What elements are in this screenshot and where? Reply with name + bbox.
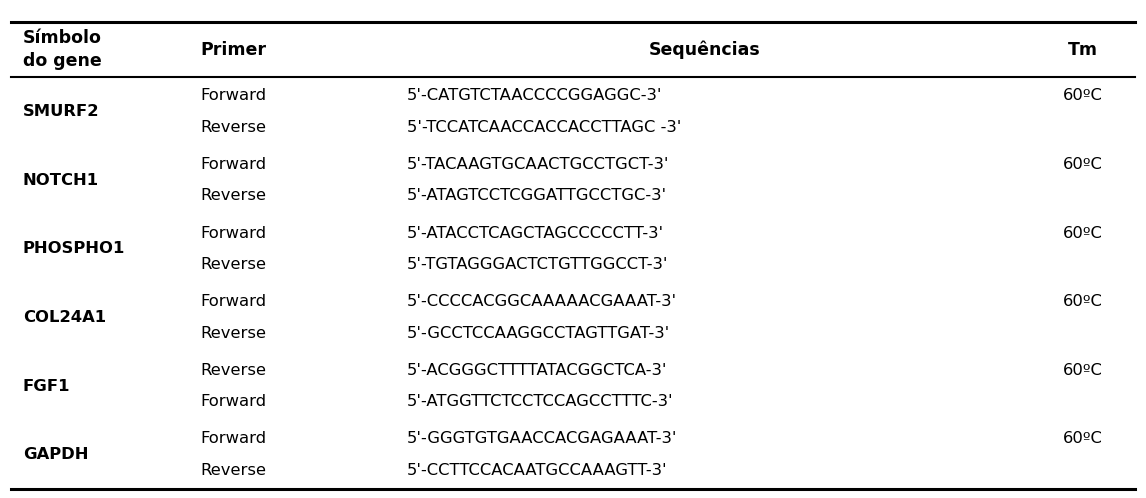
Text: Forward: Forward: [201, 226, 267, 241]
Text: Reverse: Reverse: [201, 257, 267, 272]
Text: Reverse: Reverse: [201, 463, 267, 478]
Text: 5'-ATAGTCCTCGGATTGCCTGC-3': 5'-ATAGTCCTCGGATTGCCTGC-3': [407, 188, 667, 204]
Text: NOTCH1: NOTCH1: [23, 173, 99, 188]
Text: 60ºC: 60ºC: [1063, 157, 1102, 172]
Text: 5'-TACAAGTGCAACTGCCTGCT-3': 5'-TACAAGTGCAACTGCCTGCT-3': [407, 157, 669, 172]
Text: 60ºC: 60ºC: [1063, 294, 1102, 309]
Text: Reverse: Reverse: [201, 363, 267, 378]
Text: GAPDH: GAPDH: [23, 447, 88, 462]
Text: 5'-TCCATCAACCACCACCTTAGC -3': 5'-TCCATCAACCACCACCTTAGC -3': [407, 120, 681, 135]
Text: Forward: Forward: [201, 157, 267, 172]
Text: 5'-GGGTGTGAACCACGAGAAAT-3': 5'-GGGTGTGAACCACGAGAAAT-3': [407, 431, 677, 446]
Text: 60ºC: 60ºC: [1063, 226, 1102, 241]
Text: 5'-ATACCTCAGCTAGCCCCCTT-3': 5'-ATACCTCAGCTAGCCCCCTT-3': [407, 226, 664, 241]
Text: Tm: Tm: [1068, 41, 1098, 59]
Text: Forward: Forward: [201, 294, 267, 309]
Text: Reverse: Reverse: [201, 120, 267, 135]
Text: 60ºC: 60ºC: [1063, 363, 1102, 378]
Text: Forward: Forward: [201, 394, 267, 409]
Text: Primer: Primer: [201, 41, 267, 59]
Text: 5'-ACGGGCTTTTATACGGCTCA-3': 5'-ACGGGCTTTTATACGGCTCA-3': [407, 363, 667, 378]
Text: 5'-TGTAGGGACTCTGTTGGCCT-3': 5'-TGTAGGGACTCTGTTGGCCT-3': [407, 257, 668, 272]
Text: Reverse: Reverse: [201, 326, 267, 341]
Text: SMURF2: SMURF2: [23, 104, 100, 119]
Text: 5'-CATGTCTAACCCCGGAGGC-3': 5'-CATGTCTAACCCCGGAGGC-3': [407, 88, 662, 103]
Text: COL24A1: COL24A1: [23, 310, 107, 325]
Text: 5'-CCCCACGGCAAAAACGAAAT-3': 5'-CCCCACGGCAAAAACGAAAT-3': [407, 294, 677, 309]
Text: 5'-ATGGTTCTCCTCCAGCCTTTC-3': 5'-ATGGTTCTCCTCCAGCCTTTC-3': [407, 394, 674, 409]
Text: Sequências: Sequências: [649, 40, 761, 59]
Text: 5'-CCTTCCACAATGCCAAAGTT-3': 5'-CCTTCCACAATGCCAAAGTT-3': [407, 463, 667, 478]
Text: Reverse: Reverse: [201, 188, 267, 204]
Text: 60ºC: 60ºC: [1063, 431, 1102, 446]
Text: 5'-GCCTCCAAGGCCTAGTTGAT-3': 5'-GCCTCCAAGGCCTAGTTGAT-3': [407, 326, 670, 341]
Text: Forward: Forward: [201, 88, 267, 103]
Text: 60ºC: 60ºC: [1063, 88, 1102, 103]
Text: Forward: Forward: [201, 431, 267, 446]
Text: FGF1: FGF1: [23, 378, 70, 393]
Text: Símbolo
do gene: Símbolo do gene: [23, 29, 102, 70]
Text: PHOSPHO1: PHOSPHO1: [23, 242, 125, 256]
